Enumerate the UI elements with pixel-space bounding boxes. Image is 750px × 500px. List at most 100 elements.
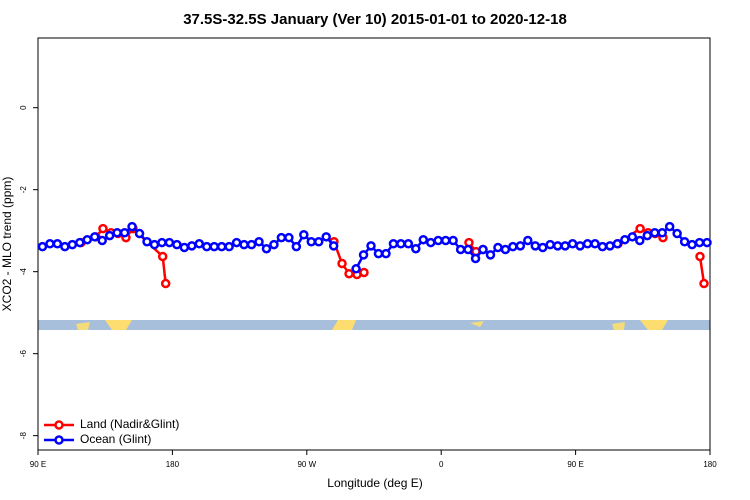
data-point (157, 251, 168, 262)
data-point (493, 242, 503, 253)
data-point (679, 236, 690, 247)
data-point (328, 241, 339, 251)
data-point (620, 234, 630, 245)
data-point (612, 239, 623, 249)
data-point (515, 241, 526, 251)
data-point (582, 239, 593, 249)
data-point (119, 227, 130, 238)
y-tick-label: 0 (19, 105, 28, 110)
data-point (358, 250, 369, 260)
data-point (552, 241, 563, 251)
data-point (537, 242, 548, 253)
data-point (470, 253, 481, 264)
data-point (597, 241, 608, 252)
data-point (699, 278, 709, 289)
data-point (321, 232, 331, 242)
data-point (313, 236, 324, 247)
data-point (67, 239, 78, 250)
y-tick-label: -8 (19, 432, 28, 440)
data-point (530, 241, 541, 251)
data-point (291, 241, 302, 252)
data-point (89, 232, 100, 242)
data-point (635, 223, 645, 234)
data-point (635, 235, 645, 246)
data-point (448, 235, 458, 246)
data-point (575, 241, 585, 251)
data-point (351, 264, 361, 274)
data-point (687, 239, 697, 250)
data-point (657, 227, 667, 238)
y-tick-label: -4 (19, 268, 28, 276)
data-point (157, 237, 167, 248)
data-point (642, 230, 653, 241)
data-point (149, 239, 160, 250)
data-point (276, 232, 287, 243)
data-point (179, 242, 190, 253)
data-point (299, 230, 309, 240)
data-point (403, 239, 414, 249)
data-point (239, 239, 249, 250)
data-point (418, 234, 429, 245)
data-point (201, 241, 212, 252)
data-point (194, 239, 205, 249)
data-point (160, 278, 171, 289)
data-point (433, 235, 443, 246)
x-tick-label: 180 (703, 460, 717, 469)
data-point (344, 268, 354, 279)
data-point (627, 232, 638, 242)
data-point (425, 237, 436, 248)
data-point (284, 232, 294, 243)
data-point (664, 221, 675, 232)
data-point (545, 239, 555, 250)
chart-title: 37.5S-32.5S January (Ver 10) 2015-01-01 … (183, 11, 567, 28)
data-point (366, 241, 376, 251)
data-point (142, 236, 152, 247)
data-point (75, 237, 85, 248)
data-point (373, 248, 384, 259)
data-point (672, 228, 682, 239)
data-point (560, 241, 570, 251)
data-point (649, 227, 660, 238)
data-point (388, 239, 399, 249)
data-point (269, 239, 279, 250)
data-point (508, 241, 518, 252)
data-point (605, 241, 615, 251)
data-point (523, 235, 533, 246)
data-point (478, 244, 488, 255)
data-point (224, 241, 234, 252)
data-point (261, 243, 272, 254)
x-tick-label: 90 E (30, 460, 46, 469)
data-point (359, 267, 369, 278)
data-point (463, 244, 473, 255)
data-point (37, 241, 48, 252)
legend-label: Land (Nadir&Glint) (80, 417, 179, 431)
data-point (45, 239, 55, 249)
data-point (381, 248, 391, 259)
data-point (246, 239, 257, 250)
x-tick-label: 90 E (567, 460, 583, 469)
legend-marker (54, 420, 64, 430)
data-point (396, 239, 406, 249)
y-tick-label: -2 (19, 186, 28, 194)
data-point (337, 258, 347, 269)
legend-label: Ocean (Glint) (80, 432, 151, 446)
data-point (52, 239, 63, 249)
data-point (567, 239, 578, 249)
data-point (411, 243, 421, 254)
data-point (702, 237, 712, 248)
x-tick-label: 180 (166, 460, 180, 469)
map-strip (38, 320, 710, 330)
data-point (440, 235, 451, 246)
data-point (97, 235, 107, 246)
data-point (164, 237, 175, 248)
data-point (134, 228, 145, 239)
data-point (60, 241, 70, 252)
y-axis-label: XCO2 - MLO trend (ppm) (0, 177, 14, 312)
data-point (231, 237, 242, 248)
data-point (172, 239, 182, 250)
x-tick-label: 90 W (297, 460, 316, 469)
data-point (127, 221, 137, 232)
data-point (187, 241, 197, 251)
